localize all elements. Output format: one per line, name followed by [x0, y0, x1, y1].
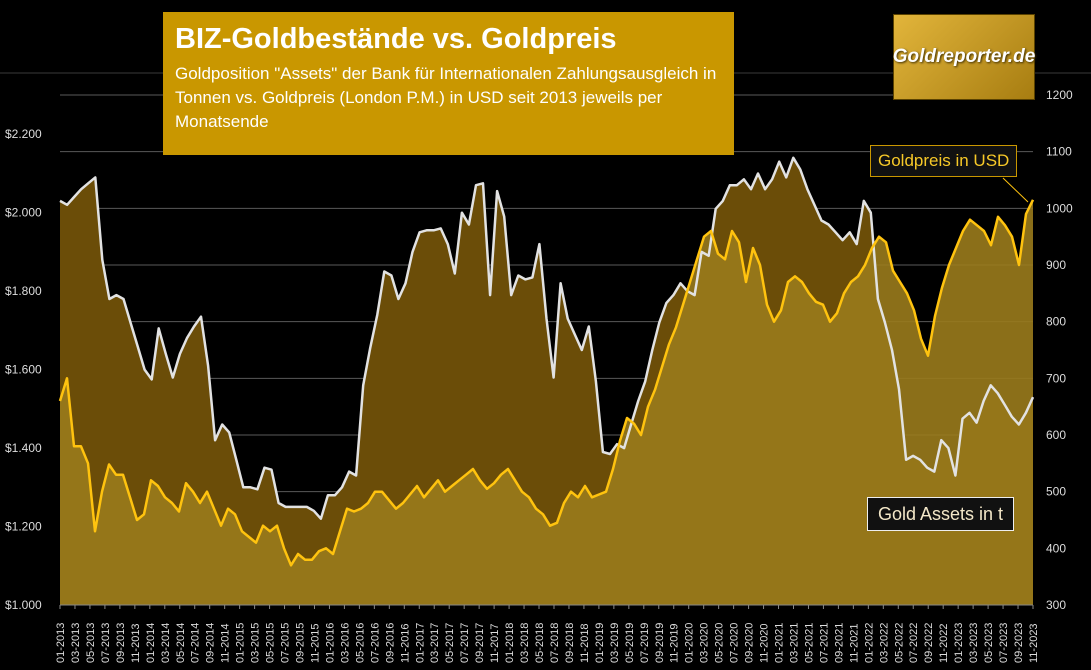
x-tick-label: 01-2018 [504, 623, 516, 663]
y-axis-right: 300 400 500 600 700 800 900 1000 1100 1200 [1046, 88, 1073, 612]
x-tick-label: 11-2023 [1028, 623, 1040, 663]
x-tick-label: 03-2019 [609, 623, 621, 663]
x-tick-label: 09-2023 [1013, 623, 1025, 663]
x-tick-label: 01-2020 [684, 623, 696, 663]
y-right-tick-label: 1100 [1046, 145, 1072, 159]
x-tick-label: 09-2013 [115, 623, 127, 663]
x-tick-label: 11-2017 [489, 623, 501, 663]
x-tick-label: 09-2022 [923, 623, 935, 663]
x-tick-label: 09-2015 [295, 623, 307, 663]
x-tick-label: 01-2013 [55, 623, 67, 663]
y-right-tick-label: 1200 [1046, 88, 1073, 102]
x-tick-label: 03-2015 [250, 623, 262, 663]
x-tick-label: 07-2017 [459, 623, 471, 663]
chart-title: BIZ-Goldbestände vs. Goldpreis [175, 23, 617, 55]
x-tick-label: 01-2019 [594, 623, 606, 663]
x-tick-label: 05-2023 [983, 623, 995, 663]
x-tick-label: 01-2022 [863, 623, 875, 663]
x-tick-label: 05-2019 [624, 623, 636, 663]
x-tick-label: 09-2017 [474, 623, 486, 663]
x-tick-label: 05-2015 [265, 623, 277, 663]
y-left-tick-label: $1.000 [5, 598, 42, 612]
x-tick-label: 09-2020 [744, 623, 756, 663]
y-axis-left: $1.000 $1.200 $1.400 $1.600 $1.800 $2.000 $2.2… [5, 127, 42, 612]
y-left-tick-label: $2.000 [5, 206, 42, 220]
title-box: BIZ-Goldbestände vs. Goldpreis Goldposit… [163, 12, 734, 155]
x-tick-label: 11-2013 [130, 623, 142, 663]
legend-gold-price: Goldpreis in USD [870, 145, 1018, 177]
x-tick-label: 01-2021 [774, 623, 786, 663]
x-tick-label: 11-2015 [309, 623, 321, 663]
x-tick-label: 05-2022 [893, 623, 905, 663]
x-tick-label: 03-2013 [70, 623, 82, 663]
x-tick-label: 05-2016 [354, 623, 366, 663]
y-right-tick-label: 600 [1046, 428, 1066, 442]
gold-price-line [58, 199, 1035, 567]
x-tick-label: 07-2022 [908, 623, 920, 663]
x-tick-label: 09-2014 [205, 623, 217, 663]
x-tick-label: 07-2015 [280, 623, 292, 663]
gold-assets-line [59, 156, 1035, 520]
x-tick-label: 11-2019 [669, 623, 681, 663]
x-tick-label: 01-2014 [145, 623, 157, 663]
x-tick-label: 11-2018 [579, 623, 591, 663]
x-tick-label: 11-2021 [848, 623, 860, 663]
x-tick-label: 03-2014 [160, 623, 172, 663]
x-tick-label: 03-2018 [519, 623, 531, 663]
x-tick-label: 01-2017 [414, 623, 426, 663]
x-tick-label: 01-2015 [235, 623, 247, 663]
x-tick-label: 03-2022 [878, 623, 890, 663]
y-right-tick-label: 700 [1046, 371, 1066, 385]
x-tick-label: 11-2016 [399, 623, 411, 663]
x-tick-label: 09-2016 [384, 623, 396, 663]
gold-price-area [60, 199, 1033, 606]
x-axis: 01-2013 03-2013 05-2013 07-2013 09-2013 11-20… [55, 604, 1040, 663]
x-tick-label: 07-2016 [369, 623, 381, 663]
goldreporter-logo: Goldreporter.de [893, 14, 1035, 100]
y-right-tick-label: 800 [1046, 315, 1066, 329]
y-right-tick-label: 400 [1046, 541, 1066, 555]
y-right-tick-label: 900 [1046, 258, 1066, 272]
y-right-tick-label: 500 [1046, 485, 1066, 499]
x-tick-label: 11-2022 [938, 623, 950, 663]
y-right-tick-label: 1000 [1046, 201, 1073, 215]
legend-pointer-line [1002, 177, 1029, 203]
x-tick-label: 09-2018 [564, 623, 576, 663]
x-tick-label: 07-2020 [729, 623, 741, 663]
x-tick-label: 01-2016 [324, 623, 336, 663]
x-tick-label: 05-2020 [714, 623, 726, 663]
x-tick-label: 03-2023 [968, 623, 980, 663]
y-right-tick-label: 300 [1046, 598, 1066, 612]
x-tick-label: 07-2013 [100, 623, 112, 663]
x-tick-label: 07-2023 [998, 623, 1010, 663]
x-tick-label: 05-2014 [175, 623, 187, 663]
x-tick-label: 07-2018 [549, 623, 561, 663]
x-tick-label: 03-2017 [429, 623, 441, 663]
y-left-tick-label: $1.800 [5, 284, 42, 298]
x-tick-label: 07-2019 [639, 623, 651, 663]
legend-gold-assets: Gold Assets in t [867, 497, 1015, 531]
x-tick-label: 11-2014 [220, 623, 232, 663]
x-tick-label: 07-2014 [190, 623, 202, 663]
x-tick-label: 11-2020 [759, 623, 771, 663]
x-tick-label: 01-2023 [953, 623, 965, 663]
x-tick-label: 05-2018 [534, 623, 546, 663]
x-tick-label: 09-2021 [833, 623, 845, 663]
x-tick-label: 03-2021 [788, 623, 800, 663]
x-tick-label: 05-2021 [803, 623, 815, 663]
chart-subtitle: Goldposition "Assets" der Bank für Inter… [175, 64, 717, 131]
x-tick-label: 05-2013 [85, 623, 97, 663]
x-tick-label: 03-2020 [699, 623, 711, 663]
y-left-tick-label: $1.400 [5, 441, 42, 455]
y-left-tick-label: $1.200 [5, 520, 42, 534]
x-tick-label: 05-2017 [444, 623, 456, 663]
x-tick-label: 07-2021 [818, 623, 830, 663]
x-tick-label: 09-2019 [654, 623, 666, 663]
y-left-tick-label: $2.200 [5, 127, 42, 141]
y-left-tick-label: $1.600 [5, 363, 42, 377]
x-tick-label: 03-2016 [339, 623, 351, 663]
